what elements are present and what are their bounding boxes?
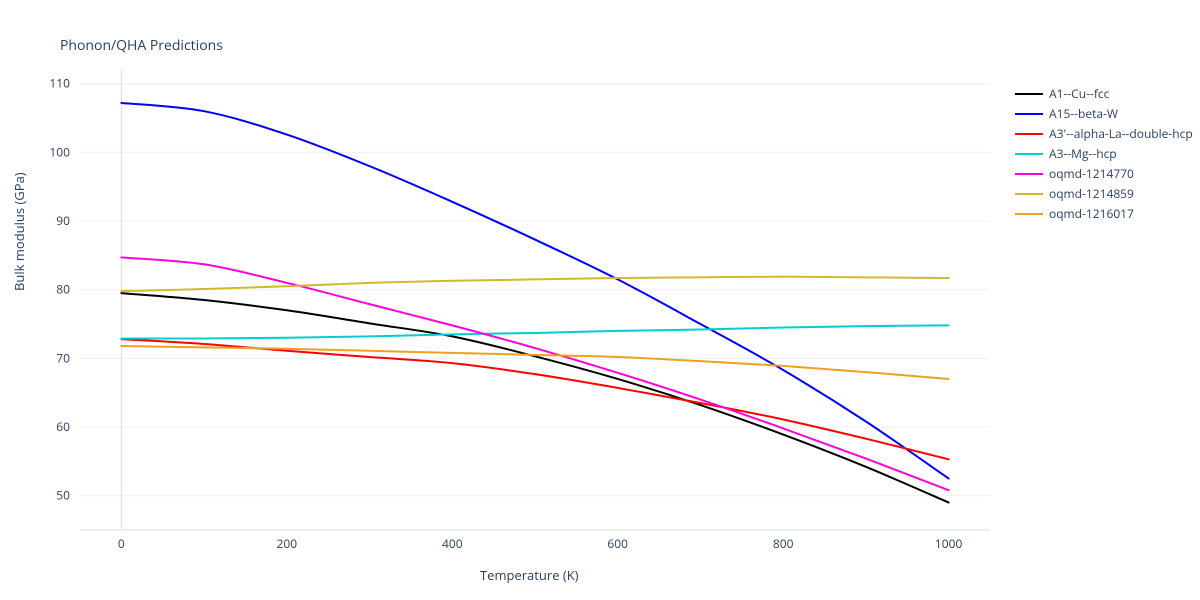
chart-container: Phonon/QHA Predictions 50 60 70 80 90 100 110 0… bbox=[0, 0, 1200, 600]
x-tick-label: 600 bbox=[607, 535, 628, 552]
x-tick-label: 200 bbox=[277, 535, 298, 552]
chart-title: Phonon/QHA Predictions bbox=[60, 36, 223, 55]
y-tick-label: 80 bbox=[56, 281, 70, 298]
x-tick-label: 400 bbox=[442, 535, 463, 552]
legend-swatch bbox=[1015, 113, 1043, 115]
y-tick-label: 50 bbox=[56, 487, 70, 504]
legend-label: A1--Cu--fcc bbox=[1049, 84, 1109, 104]
legend-label: A15--beta-W bbox=[1049, 104, 1118, 124]
series-line[interactable] bbox=[121, 103, 948, 479]
legend-item[interactable]: A3--Mg--hcp bbox=[1015, 144, 1193, 164]
legend-label: oqmd-1216017 bbox=[1049, 204, 1134, 224]
legend-swatch bbox=[1015, 213, 1043, 215]
y-tick-label: 70 bbox=[56, 349, 70, 366]
legend-label: oqmd-1214770 bbox=[1049, 164, 1134, 184]
x-axis-label: Temperature (K) bbox=[480, 566, 579, 584]
legend-label: A3'--alpha-La--double-hcp bbox=[1049, 124, 1193, 144]
legend-item[interactable]: oqmd-1216017 bbox=[1015, 204, 1193, 224]
legend-item[interactable]: A15--beta-W bbox=[1015, 104, 1193, 124]
legend-label: A3--Mg--hcp bbox=[1049, 144, 1117, 164]
legend-item[interactable]: oqmd-1214859 bbox=[1015, 184, 1193, 204]
legend-swatch bbox=[1015, 193, 1043, 195]
legend[interactable]: A1--Cu--fccA15--beta-WA3'--alpha-La--dou… bbox=[1015, 84, 1193, 224]
legend-swatch bbox=[1015, 133, 1043, 135]
y-tick-label: 110 bbox=[49, 75, 70, 92]
legend-item[interactable]: oqmd-1214770 bbox=[1015, 164, 1193, 184]
y-tick-label: 60 bbox=[56, 418, 70, 435]
y-tick-label: 100 bbox=[49, 143, 70, 160]
x-tick-label: 800 bbox=[773, 535, 794, 552]
series-line[interactable] bbox=[121, 325, 948, 338]
legend-item[interactable]: A3'--alpha-La--double-hcp bbox=[1015, 124, 1193, 144]
legend-swatch bbox=[1015, 93, 1043, 95]
y-axis-label: Bulk modulus (GPa) bbox=[10, 172, 28, 291]
x-tick-label: 1000 bbox=[935, 535, 963, 552]
legend-label: oqmd-1214859 bbox=[1049, 184, 1134, 204]
series-line[interactable] bbox=[121, 293, 948, 502]
legend-swatch bbox=[1015, 173, 1043, 175]
x-tick-label: 0 bbox=[118, 535, 125, 552]
legend-item[interactable]: A1--Cu--fcc bbox=[1015, 84, 1193, 104]
legend-swatch bbox=[1015, 153, 1043, 155]
series-line[interactable] bbox=[121, 277, 948, 291]
y-tick-label: 90 bbox=[56, 212, 70, 229]
